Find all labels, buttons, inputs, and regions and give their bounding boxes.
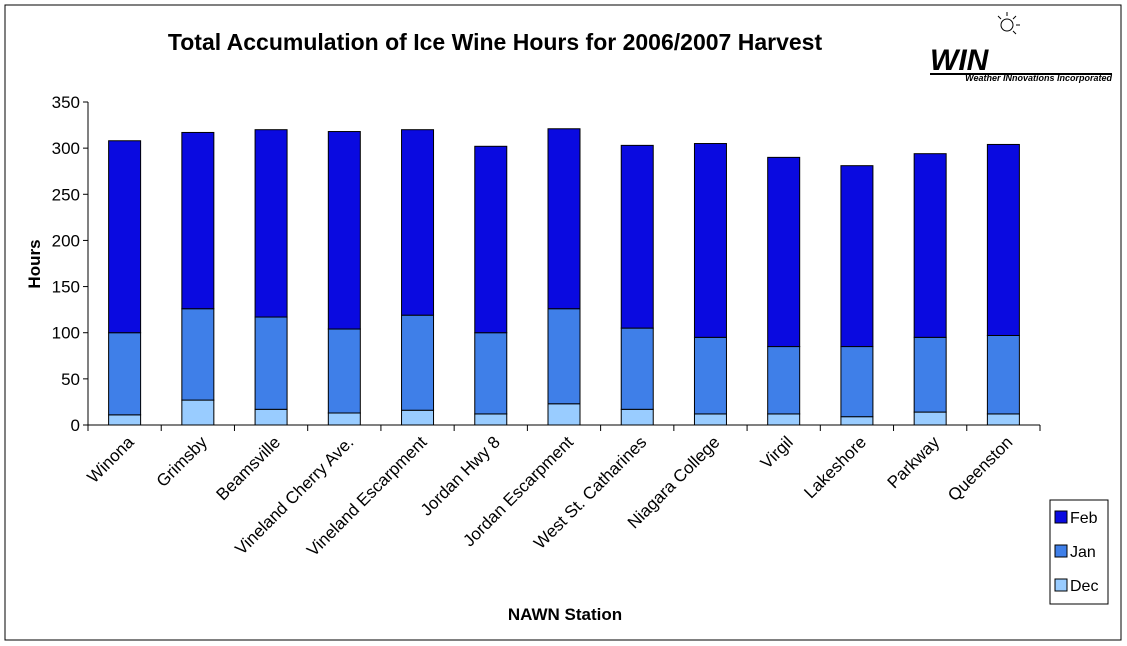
bar-segment [547, 403, 581, 426]
legend-label: Dec [1070, 578, 1098, 595]
bar-segment [254, 129, 288, 318]
bar-segment [913, 153, 947, 338]
bar-segment [620, 408, 654, 426]
bar-segment [986, 413, 1020, 426]
bar-segment [474, 145, 508, 334]
logo-sun [997, 12, 1020, 35]
bar-segment [108, 140, 142, 334]
legend-label: Jan [1070, 544, 1096, 561]
bar-segment [401, 409, 435, 426]
y-tick-label: 0 [71, 416, 80, 435]
bar-segment [547, 308, 581, 405]
bar-segment [767, 346, 801, 415]
bar-segment [547, 128, 581, 310]
logo-caption: Weather INnovations Incorporated [965, 73, 1112, 83]
bar-segment [693, 336, 727, 415]
y-axis-label: Hours [25, 239, 44, 288]
bar-segment [401, 314, 435, 411]
y-tick-label: 300 [52, 139, 80, 158]
legend-swatch [1054, 510, 1068, 524]
bar-segment [108, 414, 142, 426]
x-axis-label: NAWN Station [508, 605, 622, 624]
bar-segment [767, 156, 801, 348]
bar-segment [401, 129, 435, 316]
legend-swatch [1054, 578, 1068, 592]
bar-segment [986, 143, 1020, 336]
bar-segment [840, 416, 874, 426]
bar-segment [108, 332, 142, 416]
legend-label: Feb [1070, 510, 1098, 527]
bar-segment [693, 413, 727, 426]
y-tick-label: 150 [52, 278, 80, 297]
legend-swatch [1054, 544, 1068, 558]
bar-segment [620, 327, 654, 410]
y-tick-label: 250 [52, 185, 80, 204]
bar-segment [693, 143, 727, 338]
bar-segment [913, 411, 947, 426]
bar-segment [181, 399, 215, 426]
bar-segment [254, 316, 288, 410]
bar-segment [620, 144, 654, 329]
bar-segment [181, 308, 215, 401]
y-tick-label: 50 [61, 370, 80, 389]
logo: WIN Weather INnovations Incorporated [930, 12, 1112, 83]
legend: Feb Jan Dec [1049, 499, 1109, 605]
bar-segment [254, 408, 288, 426]
bar-segment [474, 413, 508, 426]
bar-segment [327, 328, 361, 414]
y-tick-label: 200 [52, 231, 80, 250]
bar-segment [986, 334, 1020, 415]
logo-text: WIN [930, 44, 990, 77]
bar-segment [840, 346, 874, 418]
bar-segment [767, 413, 801, 426]
bar-segment [474, 332, 508, 415]
bar-segment [327, 412, 361, 426]
y-tick-label: 100 [52, 324, 80, 343]
y-tick-label: 350 [52, 93, 80, 112]
bar-segment [840, 165, 874, 348]
bar-segment [181, 131, 215, 310]
bar-segment [913, 336, 947, 413]
bar-segment [327, 131, 361, 330]
chart-title: Total Accumulation of Ice Wine Hours for… [168, 29, 823, 55]
